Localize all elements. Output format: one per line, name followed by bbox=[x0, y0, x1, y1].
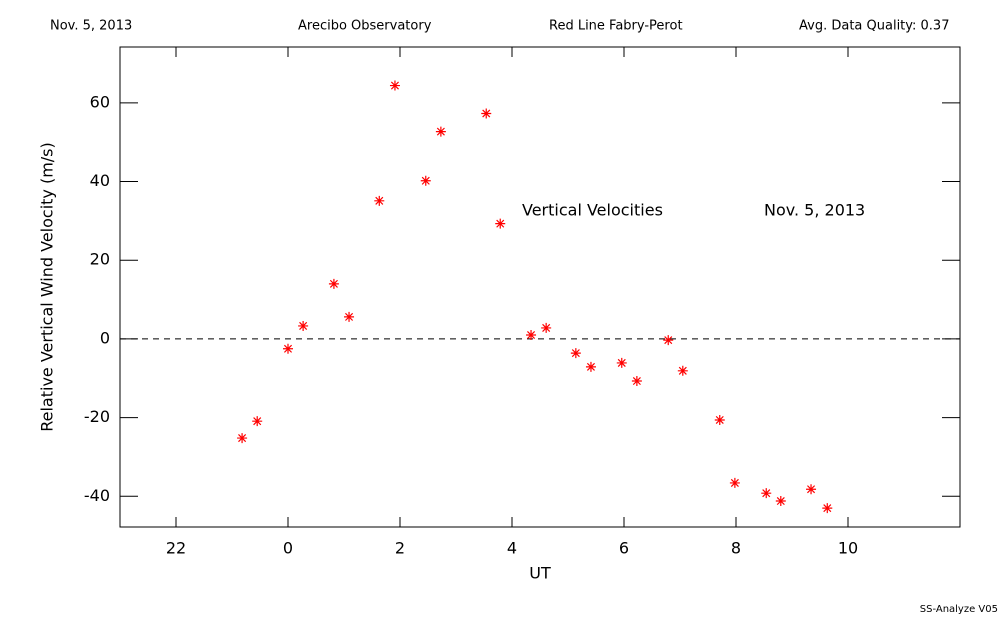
data-point bbox=[526, 330, 537, 340]
data-point bbox=[237, 433, 248, 444]
footer: SS-Analyze V05 bbox=[920, 604, 998, 615]
header-text: Nov. 5, 2013 bbox=[50, 19, 132, 34]
data-point bbox=[328, 278, 339, 289]
y-tick-label: 20 bbox=[90, 250, 110, 269]
data-point bbox=[729, 477, 740, 488]
annotation: Nov. 5, 2013 bbox=[764, 201, 865, 220]
x-axis-label: UT bbox=[529, 564, 551, 583]
data-point bbox=[775, 496, 786, 507]
data-point bbox=[714, 414, 725, 425]
data-point bbox=[677, 365, 688, 376]
y-axis-label: Relative Vertical Wind Velocity (m/s) bbox=[38, 142, 57, 432]
x-tick-label: 0 bbox=[283, 539, 293, 558]
x-tick-label: 22 bbox=[166, 539, 186, 558]
y-tick-label: 40 bbox=[90, 171, 110, 190]
annotation: Vertical Velocities bbox=[522, 201, 663, 220]
x-tick-label: 4 bbox=[507, 539, 517, 558]
header-text: Avg. Data Quality: 0.37 bbox=[799, 19, 949, 34]
data-point bbox=[435, 126, 446, 137]
header-text: Arecibo Observatory bbox=[298, 19, 432, 34]
data-point bbox=[663, 335, 674, 346]
data-point bbox=[570, 348, 581, 359]
data-point bbox=[806, 484, 817, 495]
y-tick-label: 0 bbox=[100, 328, 110, 347]
x-tick-label: 8 bbox=[731, 539, 741, 558]
y-tick-label: -20 bbox=[84, 407, 110, 426]
data-point bbox=[389, 80, 400, 91]
data-point bbox=[495, 218, 506, 229]
data-point bbox=[420, 175, 431, 186]
plot-frame bbox=[119, 46, 961, 528]
data-point bbox=[761, 488, 772, 499]
data-point bbox=[585, 361, 596, 372]
data-point bbox=[631, 376, 642, 387]
x-tick-label: 2 bbox=[395, 539, 405, 558]
data-point bbox=[252, 416, 263, 427]
data-point bbox=[822, 503, 833, 514]
y-tick-label: 60 bbox=[90, 92, 110, 111]
header-text: Red Line Fabry-Perot bbox=[549, 19, 683, 34]
x-tick-label: 10 bbox=[838, 539, 858, 558]
data-point bbox=[616, 357, 627, 368]
data-point bbox=[374, 195, 385, 206]
data-point bbox=[344, 311, 355, 322]
y-tick-label: -40 bbox=[84, 486, 110, 505]
x-tick-label: 6 bbox=[619, 539, 629, 558]
data-point bbox=[298, 320, 309, 331]
data-point bbox=[283, 343, 293, 354]
data-point bbox=[481, 108, 492, 119]
data-point bbox=[541, 322, 552, 333]
